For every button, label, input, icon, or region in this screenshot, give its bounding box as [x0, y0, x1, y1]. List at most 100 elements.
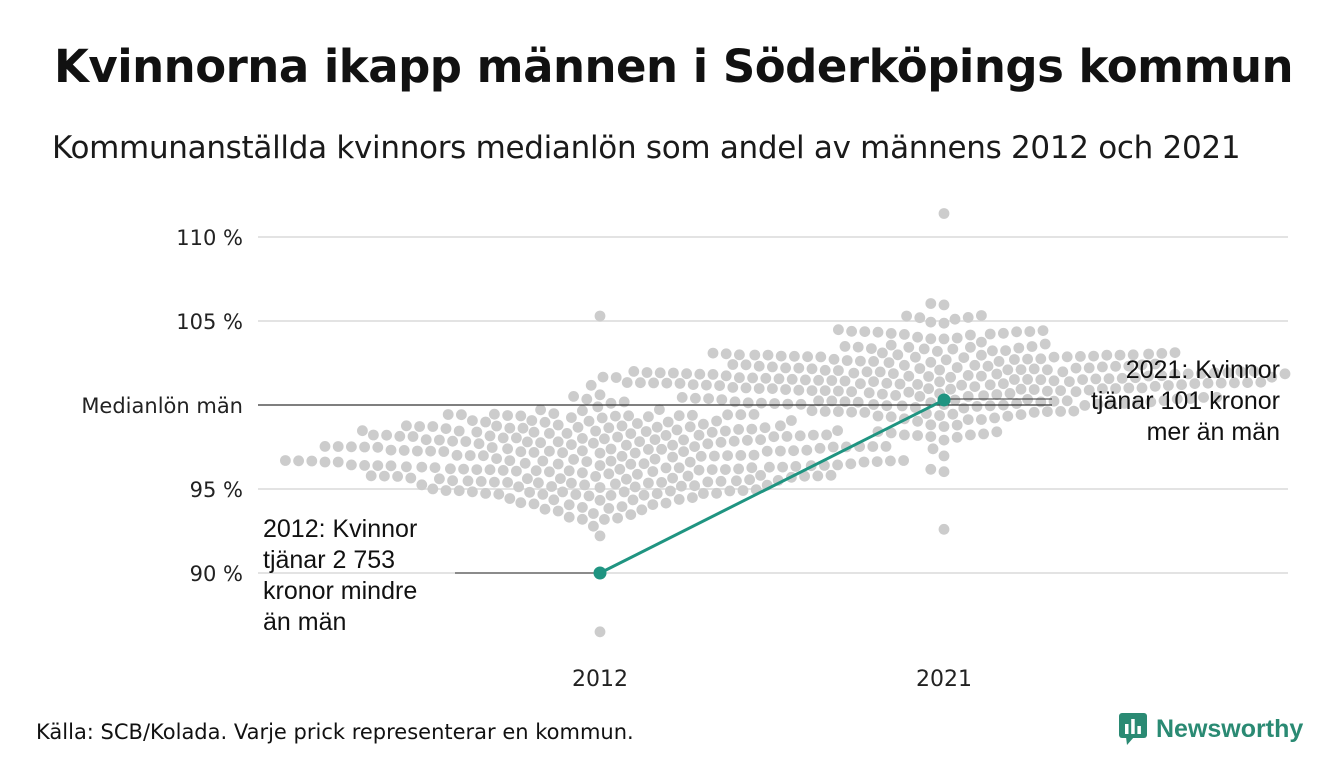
municipality-dot	[938, 208, 950, 219]
municipality-dot	[888, 368, 899, 379]
municipality-dot	[588, 520, 599, 532]
municipality-dot	[398, 445, 410, 456]
municipality-dot	[788, 445, 799, 457]
municipality-dot	[841, 355, 853, 366]
municipality-dot	[467, 486, 478, 498]
municipality-dot	[515, 497, 527, 509]
municipality-dot	[885, 427, 897, 439]
municipality-dot	[654, 367, 666, 379]
municipality-dot	[612, 431, 623, 443]
municipality-dot	[767, 361, 778, 373]
municipality-dot	[693, 464, 705, 476]
municipality-dot	[846, 406, 857, 418]
municipality-dot	[592, 401, 604, 413]
municipality-dot	[1090, 373, 1102, 385]
municipality-dot	[1169, 368, 1181, 380]
municipality-dot	[577, 513, 588, 525]
municipality-dot	[899, 359, 910, 371]
municipality-dot	[603, 422, 615, 434]
municipality-dot	[671, 424, 683, 436]
municipality-dot	[489, 476, 500, 488]
municipality-dot	[557, 447, 568, 459]
municipality-dot	[885, 339, 897, 351]
municipality-dot	[775, 350, 787, 362]
municipality-dot	[647, 499, 659, 510]
municipality-dot	[701, 379, 712, 391]
municipality-dot	[951, 362, 963, 373]
municipality-dot	[689, 441, 700, 452]
municipality-dot	[892, 349, 904, 361]
municipality-dot	[945, 371, 956, 383]
municipality-dot	[625, 509, 637, 520]
municipality-dot	[515, 410, 527, 422]
municipality-dot	[605, 490, 617, 501]
municipality-dot	[1035, 396, 1047, 408]
municipality-dot	[722, 450, 733, 461]
municipality-dot	[742, 434, 753, 446]
municipality-dot	[603, 468, 615, 480]
municipality-dot	[877, 388, 888, 400]
municipality-dot	[618, 486, 630, 498]
municipality-dot	[535, 404, 546, 416]
municipality-dot	[698, 418, 709, 430]
municipality-dot	[548, 408, 560, 419]
municipality-dot	[392, 471, 403, 482]
municipality-dot	[618, 396, 630, 408]
municipality-dot	[438, 446, 450, 457]
municipality-dot	[1039, 338, 1051, 350]
municipality-dot	[552, 505, 564, 517]
municipality-dot	[755, 470, 766, 481]
municipality-dot	[714, 380, 725, 391]
municipality-dot	[594, 482, 606, 493]
municipality-dot	[1009, 354, 1020, 365]
municipality-dot	[667, 439, 678, 451]
municipality-dot	[956, 379, 967, 391]
municipality-dot	[522, 473, 533, 485]
municipality-dot	[866, 343, 877, 354]
municipality-dot	[819, 385, 831, 396]
municipality-dot	[590, 425, 601, 437]
municipality-dot	[597, 371, 609, 383]
municipality-dot	[502, 443, 513, 455]
municipality-dot	[687, 379, 699, 390]
municipality-dot	[984, 328, 996, 340]
municipality-dot	[517, 422, 529, 434]
municipality-dot	[434, 434, 445, 446]
municipality-dot	[901, 310, 912, 322]
municipality-dot	[768, 431, 780, 443]
municipality-dot	[962, 414, 974, 425]
municipality-dot	[1145, 396, 1157, 408]
municipality-dot	[346, 441, 357, 453]
municipality-dot	[654, 404, 665, 415]
municipality-dot	[716, 394, 728, 405]
municipality-dot	[519, 457, 531, 469]
municipality-dot	[1149, 380, 1161, 392]
municipality-dot	[440, 423, 452, 434]
municipality-dot	[1211, 391, 1223, 403]
municipality-dot	[319, 441, 331, 452]
municipality-dot	[478, 450, 489, 462]
municipality-dot	[456, 409, 467, 421]
municipality-dot	[605, 455, 617, 467]
municipality-dot	[544, 428, 555, 439]
municipality-dot	[845, 458, 857, 470]
municipality-dot	[1171, 393, 1183, 405]
municipality-dot	[965, 341, 976, 353]
municipality-dot	[923, 383, 934, 395]
municipality-dot	[1176, 379, 1187, 391]
municipality-dot	[858, 456, 870, 468]
annotation-2012: 2012: Kvinnor tjänar 2 753 kronor mindre än…	[263, 515, 417, 636]
municipality-dot	[561, 428, 573, 439]
municipality-dot	[1255, 376, 1267, 388]
municipality-dot	[504, 422, 516, 434]
municipality-dot	[568, 454, 579, 465]
municipality-dot	[781, 431, 793, 442]
municipality-dot	[1079, 400, 1091, 411]
municipality-dot	[1158, 395, 1170, 406]
municipality-dot	[958, 352, 970, 363]
municipality-dot	[806, 385, 818, 396]
highlight-line	[599, 398, 945, 575]
municipality-dot	[319, 456, 331, 468]
municipality-dot	[925, 463, 937, 475]
municipality-dot	[709, 450, 720, 462]
